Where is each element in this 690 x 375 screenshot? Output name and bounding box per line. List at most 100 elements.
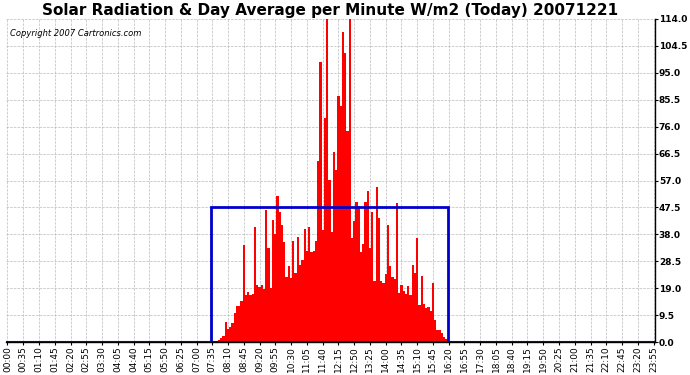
Bar [231, 323, 234, 342]
Bar [421, 276, 423, 342]
Bar [313, 251, 315, 342]
Bar [234, 313, 236, 342]
Bar [225, 322, 227, 342]
Bar [286, 277, 288, 342]
Bar [324, 117, 326, 342]
Bar [342, 33, 344, 342]
Bar [423, 303, 425, 342]
Bar [274, 234, 277, 342]
Bar [364, 202, 366, 342]
Bar [302, 260, 304, 342]
Bar [382, 283, 384, 342]
Bar [283, 242, 286, 342]
Bar [256, 285, 259, 342]
Bar [304, 230, 306, 342]
Bar [436, 330, 439, 342]
Bar [351, 238, 353, 342]
Bar [445, 339, 448, 342]
Bar [357, 206, 359, 342]
Bar [396, 203, 398, 342]
Bar [211, 207, 448, 342]
Bar [216, 340, 218, 342]
Bar [326, 19, 328, 342]
Bar [373, 281, 375, 342]
Bar [335, 170, 337, 342]
Bar [337, 96, 339, 342]
Bar [344, 53, 346, 342]
Bar [378, 218, 380, 342]
Bar [339, 106, 342, 342]
Bar [222, 336, 225, 342]
Bar [393, 279, 396, 342]
Bar [238, 306, 241, 342]
Bar [293, 242, 295, 342]
Bar [387, 225, 389, 342]
Bar [443, 337, 445, 342]
Bar [362, 244, 364, 342]
Bar [389, 266, 391, 342]
Bar [270, 288, 272, 342]
Bar [290, 278, 293, 342]
Bar [409, 295, 411, 342]
Bar [259, 287, 261, 342]
Bar [355, 202, 357, 342]
Text: Copyright 2007 Cartronics.com: Copyright 2007 Cartronics.com [10, 28, 141, 38]
Bar [353, 221, 355, 342]
Bar [247, 292, 250, 342]
Bar [241, 301, 243, 342]
Bar [250, 294, 252, 342]
Bar [371, 211, 373, 342]
Bar [411, 265, 414, 342]
Bar [310, 252, 313, 342]
Bar [405, 294, 407, 342]
Bar [288, 267, 290, 342]
Bar [236, 306, 238, 342]
Bar [425, 308, 427, 342]
Bar [317, 160, 319, 342]
Bar [407, 286, 409, 342]
Bar [261, 285, 263, 342]
Bar [218, 340, 220, 342]
Bar [252, 294, 254, 342]
Bar [430, 311, 432, 342]
Bar [400, 285, 402, 342]
Bar [295, 273, 297, 342]
Bar [229, 327, 231, 342]
Bar [297, 237, 299, 342]
Bar [220, 338, 222, 342]
Bar [439, 330, 441, 342]
Bar [434, 320, 436, 342]
Bar [308, 227, 310, 342]
Bar [359, 252, 362, 342]
Bar [418, 305, 421, 342]
Bar [427, 307, 430, 342]
Title: Solar Radiation & Day Average per Minute W/m2 (Today) 20071221: Solar Radiation & Day Average per Minute… [43, 3, 618, 18]
Bar [315, 240, 317, 342]
Bar [299, 265, 302, 342]
Bar [348, 19, 351, 342]
Bar [227, 328, 229, 342]
Bar [380, 281, 382, 342]
Bar [306, 251, 308, 342]
Bar [328, 180, 331, 342]
Bar [263, 289, 265, 342]
Bar [272, 220, 274, 342]
Bar [414, 273, 416, 342]
Bar [281, 225, 283, 342]
Bar [243, 244, 245, 342]
Bar [254, 228, 256, 342]
Bar [416, 238, 418, 342]
Bar [384, 274, 387, 342]
Bar [402, 291, 405, 342]
Bar [319, 62, 322, 342]
Bar [277, 196, 279, 342]
Bar [279, 212, 281, 342]
Bar [398, 292, 400, 342]
Bar [375, 187, 378, 342]
Bar [333, 152, 335, 342]
Bar [265, 210, 268, 342]
Bar [268, 248, 270, 342]
Bar [331, 232, 333, 342]
Bar [432, 283, 434, 342]
Bar [366, 191, 368, 342]
